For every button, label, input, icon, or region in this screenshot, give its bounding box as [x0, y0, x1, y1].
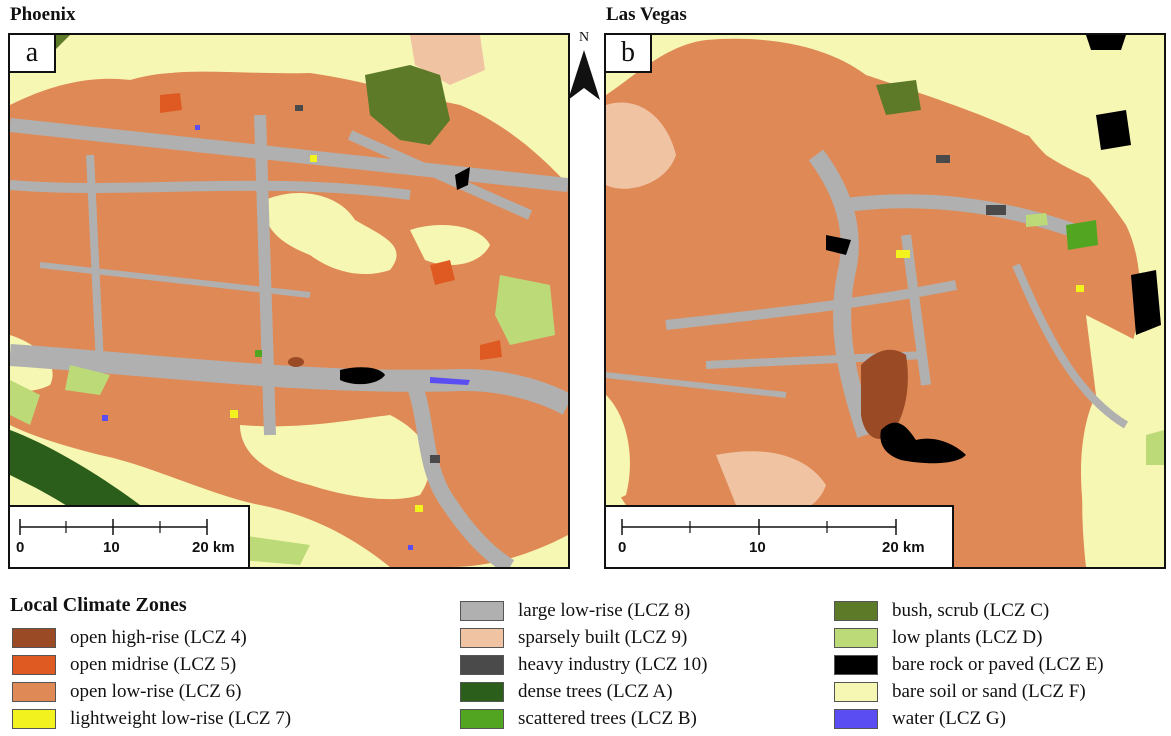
scale-label-10: 10 — [749, 539, 766, 556]
legend-label: sparsely built (LCZ 9) — [518, 627, 688, 648]
legend-label: bare soil or sand (LCZ F) — [892, 681, 1086, 702]
legend-item-lcz-7: lightweight low-rise (LCZ 7) — [12, 708, 291, 730]
lcz-map-phoenix — [10, 35, 568, 567]
legend-swatch — [460, 628, 504, 648]
legend-label: water (LCZ G) — [892, 708, 1006, 729]
legend-swatch — [460, 601, 504, 621]
panel-label-b: b — [606, 35, 652, 73]
legend-item-lcz-10: heavy industry (LCZ 10) — [460, 654, 707, 676]
legend-swatch — [12, 655, 56, 675]
legend-item-lcz-5: open midrise (LCZ 5) — [12, 654, 236, 676]
legend-label: lightweight low-rise (LCZ 7) — [70, 708, 292, 729]
legend-item-lcz-g: water (LCZ G) — [834, 708, 1006, 730]
legend-swatch — [460, 655, 504, 675]
scale-label-0: 0 — [16, 539, 25, 556]
legend-label: open high-rise (LCZ 4) — [70, 627, 247, 648]
legend-swatch — [834, 628, 878, 648]
legend-swatch — [834, 655, 878, 675]
north-arrow: N — [566, 30, 602, 104]
panel-label-a: a — [10, 35, 56, 73]
map-panel-phoenix[interactable]: a 0 10 20 km — [8, 33, 570, 569]
scale-label-10: 10 — [103, 539, 120, 556]
legend-label: bare rock or paved (LCZ E) — [892, 654, 1104, 675]
lcz-map-las-vegas — [606, 35, 1164, 567]
legend-swatch — [834, 682, 878, 702]
scale-label-20: 20 km — [882, 539, 925, 556]
legend-swatch — [12, 628, 56, 648]
legend-title: Local Climate Zones — [10, 594, 187, 616]
legend-item-lcz-b: scattered trees (LCZ B) — [460, 708, 697, 730]
legend-swatch — [460, 709, 504, 729]
scale-label-20: 20 km — [192, 539, 235, 556]
legend-label: large low-rise (LCZ 8) — [518, 600, 691, 621]
north-label: N — [578, 30, 590, 45]
legend-swatch — [12, 709, 56, 729]
legend-item-lcz-8: large low-rise (LCZ 8) — [460, 600, 690, 622]
legend-item-lcz-9: sparsely built (LCZ 9) — [460, 627, 687, 649]
legend-swatch — [12, 682, 56, 702]
legend-item-lcz-4: open high-rise (LCZ 4) — [12, 627, 247, 649]
legend-label: heavy industry (LCZ 10) — [518, 654, 708, 675]
legend-label: scattered trees (LCZ B) — [518, 708, 697, 729]
legend-label: open low-rise (LCZ 6) — [70, 681, 242, 702]
legend-swatch — [834, 601, 878, 621]
legend-swatch — [460, 682, 504, 702]
legend-item-lcz-a: dense trees (LCZ A) — [460, 681, 673, 703]
scale-bar-phoenix: 0 10 20 km — [10, 505, 250, 567]
legend-label: open midrise (LCZ 5) — [70, 654, 237, 675]
legend-item-lcz-d: low plants (LCZ D) — [834, 627, 1042, 649]
map-title-las-vegas: Las Vegas — [606, 4, 687, 25]
north-arrow-icon — [568, 50, 600, 100]
legend-item-lcz-c: bush, scrub (LCZ C) — [834, 600, 1049, 622]
map-title-phoenix: Phoenix — [10, 4, 76, 25]
legend-label: bush, scrub (LCZ C) — [892, 600, 1050, 621]
scale-label-0: 0 — [618, 539, 627, 556]
legend-label: dense trees (LCZ A) — [518, 681, 673, 702]
legend-swatch — [834, 709, 878, 729]
scale-bar-las-vegas: 0 10 20 km — [606, 505, 954, 567]
legend-item-lcz-6: open low-rise (LCZ 6) — [12, 681, 241, 703]
legend-item-lcz-f: bare soil or sand (LCZ F) — [834, 681, 1086, 703]
map-panel-las-vegas[interactable]: b 0 10 20 km — [604, 33, 1166, 569]
legend-item-lcz-e: bare rock or paved (LCZ E) — [834, 654, 1104, 676]
legend-label: low plants (LCZ D) — [892, 627, 1043, 648]
